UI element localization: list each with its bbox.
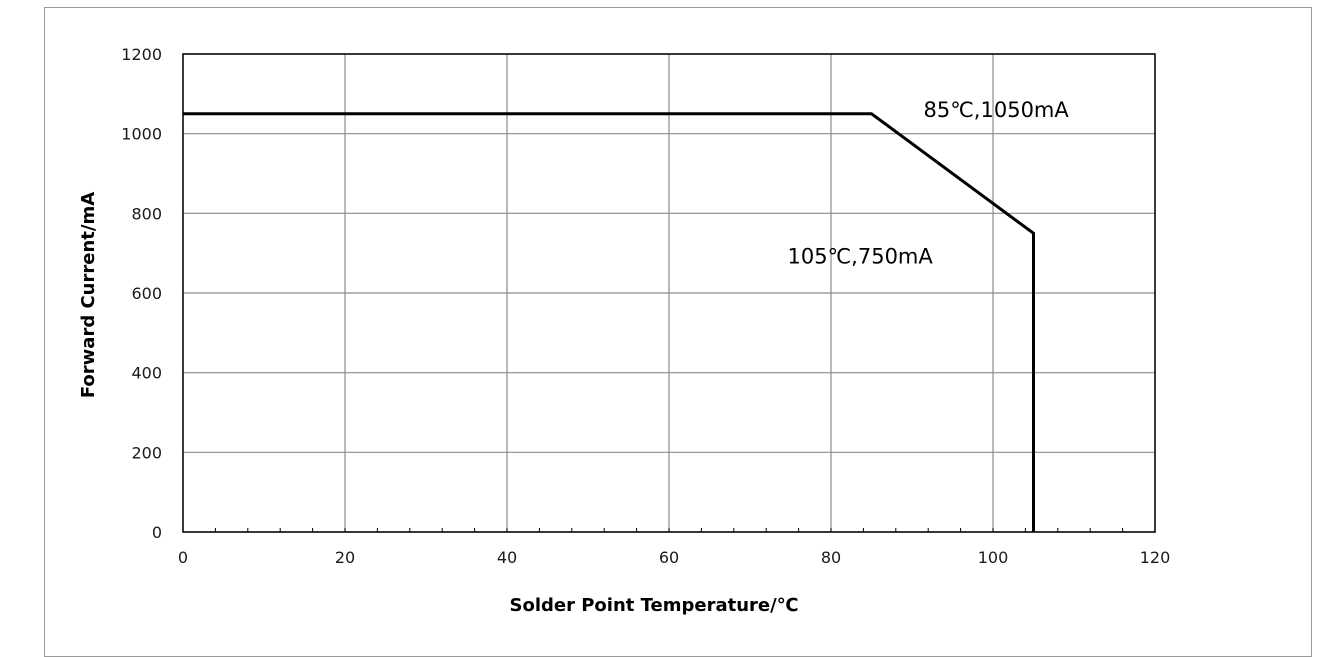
- forward-current-series-line: [183, 112, 1035, 532]
- annotation-105c-750ma: 105℃,750mA: [788, 244, 934, 268]
- x-tick-labels: 0 20 40 60 80 100 120: [178, 548, 1170, 567]
- y-tick-label: 200: [131, 443, 162, 462]
- y-tick-labels: 0 200 400 600 800 1000 1200: [121, 45, 162, 542]
- plot-area-border: [182, 53, 1156, 533]
- x-tick-label: 40: [497, 548, 517, 567]
- grid-lines: [182, 53, 1156, 533]
- x-tick-label: 80: [821, 548, 841, 567]
- x-tick-label: 60: [659, 548, 679, 567]
- x-tick-label: 0: [178, 548, 188, 567]
- x-tick-label: 100: [978, 548, 1009, 567]
- y-tick-label: 600: [131, 284, 162, 303]
- y-tick-label: 1200: [121, 45, 162, 64]
- y-tick-label: 0: [152, 523, 162, 542]
- y-tick-label: 800: [131, 204, 162, 223]
- annotation-85c-1050ma: 85℃,1050mA: [924, 98, 1070, 122]
- x-tick-label: 120: [1140, 548, 1171, 567]
- y-tick-label: 400: [131, 364, 162, 383]
- x-tick-label: 20: [335, 548, 355, 567]
- y-tick-label: 1000: [121, 125, 162, 144]
- chart-frame: [44, 7, 1312, 657]
- y-axis-title: Forward Current/mA: [78, 192, 99, 398]
- x-axis-title: Solder Point Temperature/℃: [510, 595, 799, 616]
